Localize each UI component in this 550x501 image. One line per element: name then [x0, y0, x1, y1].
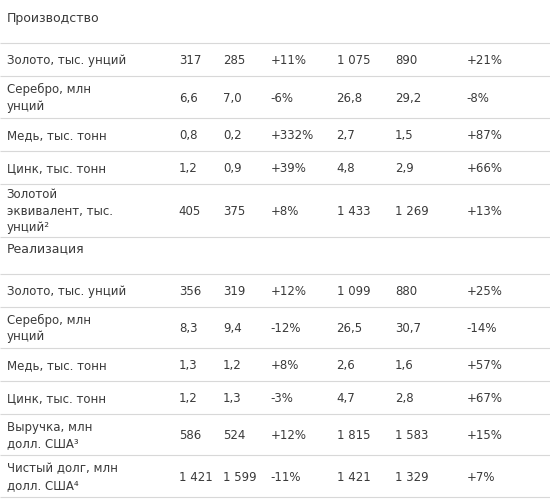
Text: 1 329: 1 329: [395, 470, 428, 483]
Text: +57%: +57%: [466, 358, 502, 371]
Text: -12%: -12%: [271, 321, 301, 334]
Text: 1 433: 1 433: [337, 204, 370, 217]
Text: 29,2: 29,2: [395, 91, 421, 104]
Text: 4,8: 4,8: [337, 161, 355, 174]
Text: 9,4: 9,4: [223, 321, 241, 334]
Text: 8,3: 8,3: [179, 321, 197, 334]
Text: 880: 880: [395, 284, 417, 297]
Text: +7%: +7%: [466, 470, 495, 483]
Text: 2,6: 2,6: [337, 358, 355, 371]
Text: 2,8: 2,8: [395, 391, 414, 404]
Text: 6,6: 6,6: [179, 91, 197, 104]
Text: Чистый долг, млн
долл. США⁴: Чистый долг, млн долл. США⁴: [7, 461, 118, 491]
Text: +8%: +8%: [271, 358, 299, 371]
Text: 2,7: 2,7: [337, 128, 355, 141]
Text: 0,2: 0,2: [223, 128, 241, 141]
Text: 524: 524: [223, 428, 245, 441]
Text: Реализация: Реализация: [7, 242, 84, 255]
Text: 375: 375: [223, 204, 245, 217]
Text: 2,9: 2,9: [395, 161, 414, 174]
Text: +8%: +8%: [271, 204, 299, 217]
Text: 1,2: 1,2: [179, 161, 197, 174]
Text: -11%: -11%: [271, 470, 301, 483]
Text: +67%: +67%: [466, 391, 502, 404]
Text: -6%: -6%: [271, 91, 294, 104]
Text: 7,0: 7,0: [223, 91, 241, 104]
Text: 1 599: 1 599: [223, 470, 256, 483]
Text: 356: 356: [179, 284, 201, 297]
Text: Серебро, млн
унций: Серебро, млн унций: [7, 83, 91, 113]
Text: +87%: +87%: [466, 128, 502, 141]
Text: 890: 890: [395, 54, 417, 67]
Text: Выручка, млн
долл. США³: Выручка, млн долл. США³: [7, 420, 92, 449]
Text: 1 421: 1 421: [337, 470, 370, 483]
Text: 26,8: 26,8: [337, 91, 363, 104]
Text: 1,2: 1,2: [179, 391, 197, 404]
Text: Золото, тыс. унций: Золото, тыс. унций: [7, 284, 126, 297]
Text: Цинк, тыс. тонн: Цинк, тыс. тонн: [7, 161, 106, 174]
Text: 0,8: 0,8: [179, 128, 197, 141]
Text: 30,7: 30,7: [395, 321, 421, 334]
Text: +15%: +15%: [466, 428, 502, 441]
Text: 285: 285: [223, 54, 245, 67]
Text: Цинк, тыс. тонн: Цинк, тыс. тонн: [7, 391, 106, 404]
Text: Производство: Производство: [7, 12, 99, 25]
Text: 405: 405: [179, 204, 201, 217]
Text: +21%: +21%: [466, 54, 502, 67]
Text: Золотой
эквивалент, тыс.
унций²: Золотой эквивалент, тыс. унций²: [7, 188, 113, 234]
Text: Медь, тыс. тонн: Медь, тыс. тонн: [7, 128, 106, 141]
Text: +12%: +12%: [271, 428, 306, 441]
Text: 1 075: 1 075: [337, 54, 370, 67]
Text: 1,3: 1,3: [223, 391, 241, 404]
Text: 26,5: 26,5: [337, 321, 363, 334]
Text: 1 099: 1 099: [337, 284, 370, 297]
Text: Золото, тыс. унций: Золото, тыс. унций: [7, 54, 126, 67]
Text: 1 421: 1 421: [179, 470, 212, 483]
Text: +25%: +25%: [466, 284, 502, 297]
Text: 4,7: 4,7: [337, 391, 355, 404]
Text: 1 583: 1 583: [395, 428, 428, 441]
Text: -14%: -14%: [466, 321, 497, 334]
Text: +39%: +39%: [271, 161, 306, 174]
Text: +12%: +12%: [271, 284, 306, 297]
Text: 1,5: 1,5: [395, 128, 414, 141]
Text: +66%: +66%: [466, 161, 502, 174]
Text: Серебро, млн
унций: Серебро, млн унций: [7, 313, 91, 342]
Text: 319: 319: [223, 284, 245, 297]
Text: +332%: +332%: [271, 128, 314, 141]
Text: 1 815: 1 815: [337, 428, 370, 441]
Text: +11%: +11%: [271, 54, 306, 67]
Text: 317: 317: [179, 54, 201, 67]
Text: -8%: -8%: [466, 91, 490, 104]
Text: 1,2: 1,2: [223, 358, 241, 371]
Text: 586: 586: [179, 428, 201, 441]
Text: 1 269: 1 269: [395, 204, 428, 217]
Text: 1,6: 1,6: [395, 358, 414, 371]
Text: +13%: +13%: [466, 204, 502, 217]
Text: 1,3: 1,3: [179, 358, 197, 371]
Text: Медь, тыс. тонн: Медь, тыс. тонн: [7, 358, 106, 371]
Text: 0,9: 0,9: [223, 161, 241, 174]
Text: -3%: -3%: [271, 391, 294, 404]
